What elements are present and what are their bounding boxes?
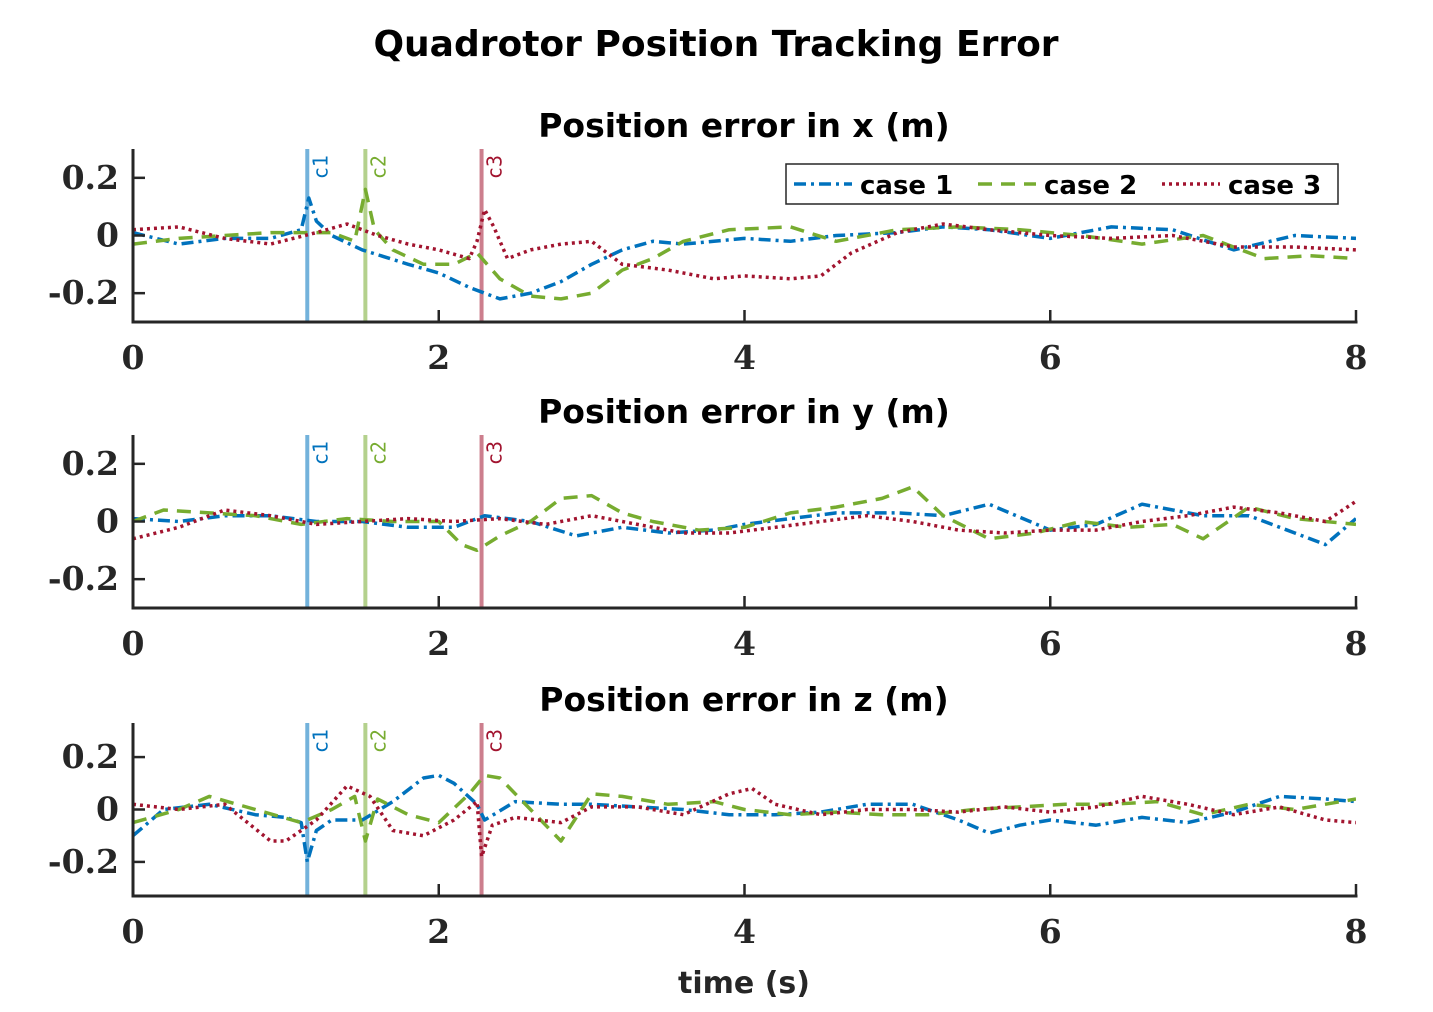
series-line-case2 [133, 773, 1356, 843]
event-marker-label-c2: c2 [366, 155, 390, 179]
x-tick-label: 2 [427, 912, 450, 951]
y-tick-label: 0.2 [62, 737, 119, 776]
event-marker-label-c1: c1 [308, 729, 332, 753]
y-tick-label: -0.2 [48, 842, 119, 881]
event-marker-label-c1: c1 [308, 155, 332, 179]
y-tick-label: 0 [96, 502, 119, 541]
event-marker-label-c2: c2 [366, 441, 390, 465]
x-tick-label: 4 [733, 338, 756, 377]
series-line-case3 [133, 499, 1356, 541]
x-tick-label: 6 [1039, 624, 1062, 663]
legend: case 1 case 2 case 3 [785, 163, 1339, 205]
x-tick-label: 4 [733, 912, 756, 951]
y-tick-label: 0 [96, 790, 119, 829]
legend-box [785, 163, 1339, 205]
legend-label-case2: case 2 [1044, 171, 1137, 201]
series-line-case2 [133, 485, 1356, 553]
subplot-x: Position error in x (m) c1 c2 c30 2 4 6 80.20-… [48, 106, 1368, 377]
x-tick-label: 6 [1039, 912, 1062, 951]
x-tick-label: 0 [122, 624, 145, 663]
subplot-title-y: Position error in y (m) [538, 392, 950, 431]
subplot-z: Position error in z (m) c1 c2 c30 2 4 6 80.20-… [48, 680, 1368, 951]
series-line-case2 [133, 187, 1356, 301]
x-tick-label: 8 [1345, 624, 1368, 663]
series-line-case1 [133, 196, 1356, 301]
x-tick-label: 0 [122, 338, 145, 377]
event-marker-label-c3: c3 [483, 441, 507, 465]
y-tick-label: -0.2 [48, 559, 119, 598]
subplot-title-x: Position error in x (m) [538, 106, 950, 145]
event-marker-label-c3: c3 [483, 729, 507, 753]
series-line-case3 [133, 784, 1356, 859]
y-tick-label: 0.2 [62, 158, 119, 197]
x-tick-label: 4 [733, 624, 756, 663]
event-marker-label-c1: c1 [308, 441, 332, 465]
x-tick-label: 6 [1039, 338, 1062, 377]
y-tick-label: 0.2 [62, 444, 119, 483]
x-axis-label: time (s) [678, 966, 810, 1001]
legend-label-case3: case 3 [1228, 171, 1321, 201]
event-marker-label-c3: c3 [483, 155, 507, 179]
subplot-title-z: Position error in z (m) [539, 680, 948, 719]
event-marker-label-c2: c2 [366, 729, 390, 753]
x-tick-label: 8 [1345, 912, 1368, 951]
figure-title: Quadrotor Position Tracking Error [373, 24, 1058, 65]
subplot-y: Position error in y (m) c1 c2 c30 2 4 6 80.20-… [48, 392, 1368, 663]
y-tick-label: -0.2 [48, 273, 119, 312]
x-tick-label: 2 [427, 338, 450, 377]
x-tick-label: 0 [122, 912, 145, 951]
y-tick-label: 0 [96, 216, 119, 255]
legend-label-case1: case 1 [860, 171, 953, 201]
series-line-case1 [133, 773, 1356, 864]
x-tick-label: 2 [427, 624, 450, 663]
x-tick-label: 8 [1345, 338, 1368, 377]
